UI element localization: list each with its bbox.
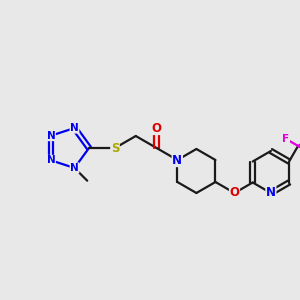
Text: F: F <box>282 134 290 144</box>
Text: O: O <box>152 122 162 134</box>
Text: N: N <box>172 154 182 166</box>
Text: N: N <box>46 131 56 141</box>
Text: N: N <box>70 163 79 173</box>
Text: O: O <box>230 187 239 200</box>
Text: N: N <box>70 123 79 133</box>
Text: S: S <box>111 142 119 154</box>
Text: N: N <box>266 187 276 200</box>
Text: N: N <box>172 154 182 166</box>
Text: N: N <box>46 155 56 165</box>
